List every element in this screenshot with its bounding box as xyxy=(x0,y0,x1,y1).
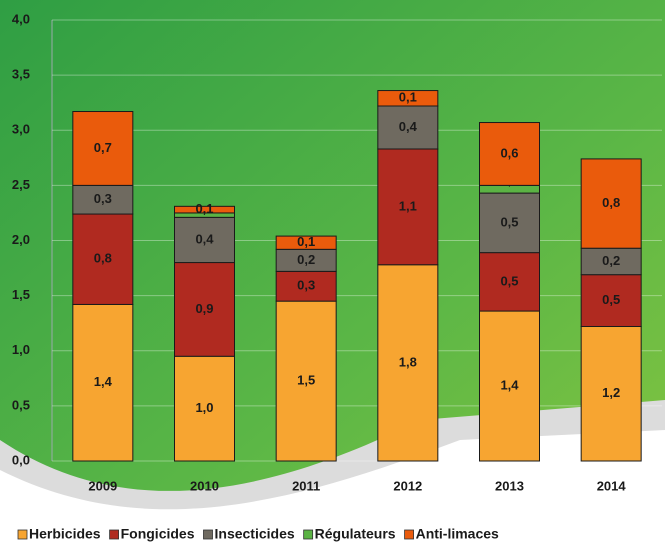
data-label: 0,3 xyxy=(297,278,315,293)
legend-swatch xyxy=(304,530,313,539)
data-label: 0,1 xyxy=(195,201,213,216)
y-tick-label: 0,5 xyxy=(12,397,30,412)
data-label: 0,5 xyxy=(500,214,518,229)
y-tick-label: 3,0 xyxy=(12,122,30,137)
legend-label: Fongicides xyxy=(121,526,195,542)
data-label: 0,5 xyxy=(500,273,518,288)
x-tick-label: 2009 xyxy=(88,478,117,493)
data-label: 0,6 xyxy=(500,145,518,160)
y-tick-label: 0,0 xyxy=(12,452,30,467)
data-label: 0,8 xyxy=(94,251,112,266)
legend-swatch xyxy=(18,530,27,539)
y-tick-label: 2,5 xyxy=(12,177,30,192)
legend-label: Herbicides xyxy=(29,526,101,542)
chart: 0,0 0,5 1,0 1,5 2,0 2,5 3,0 3,5 4,0 2009 1,4 0,8 0,3… xyxy=(0,0,665,546)
x-tick-label: 2013 xyxy=(495,478,524,493)
data-label: 1,2 xyxy=(602,385,620,400)
data-label: 0,7 xyxy=(94,140,112,155)
data-label: 0,4 xyxy=(195,231,214,246)
legend-label: Anti-limaces xyxy=(416,526,499,542)
legend-label: Régulateurs xyxy=(315,526,396,542)
y-tick-label: 1,5 xyxy=(12,287,30,302)
legend-swatch xyxy=(204,530,213,539)
y-tick-label: 4,0 xyxy=(12,11,30,26)
legend-swatch xyxy=(110,530,119,539)
data-label: 0,1 xyxy=(297,234,315,249)
data-label: 0,9 xyxy=(195,301,213,316)
data-label: 1,4 xyxy=(500,377,519,392)
y-tick-label: 3,5 xyxy=(12,67,30,82)
data-label: 0,5 xyxy=(602,292,620,307)
data-label: 1,0 xyxy=(195,400,213,415)
data-label: 0,2 xyxy=(602,253,620,268)
data-label: 1,1 xyxy=(399,198,417,213)
data-label: 0,4 xyxy=(399,119,418,134)
data-label: 0,1 xyxy=(399,90,417,105)
data-label: 0,2 xyxy=(297,252,315,267)
x-tick-label: 2010 xyxy=(190,478,219,493)
data-label: 0,3 xyxy=(94,191,112,206)
y-tick-label: 1,0 xyxy=(12,342,30,357)
data-label: 1,5 xyxy=(297,373,315,388)
x-tick-label: 2012 xyxy=(393,478,422,493)
legend-label: Insecticides xyxy=(215,526,295,542)
data-label: 1,8 xyxy=(399,354,417,369)
legend-swatch xyxy=(405,530,414,539)
data-label: 0,8 xyxy=(602,195,620,210)
data-label: 1,4 xyxy=(94,374,113,389)
y-tick-label: 2,0 xyxy=(12,232,30,247)
x-tick-label: 2011 xyxy=(292,478,320,493)
x-tick-label: 2014 xyxy=(597,478,627,493)
